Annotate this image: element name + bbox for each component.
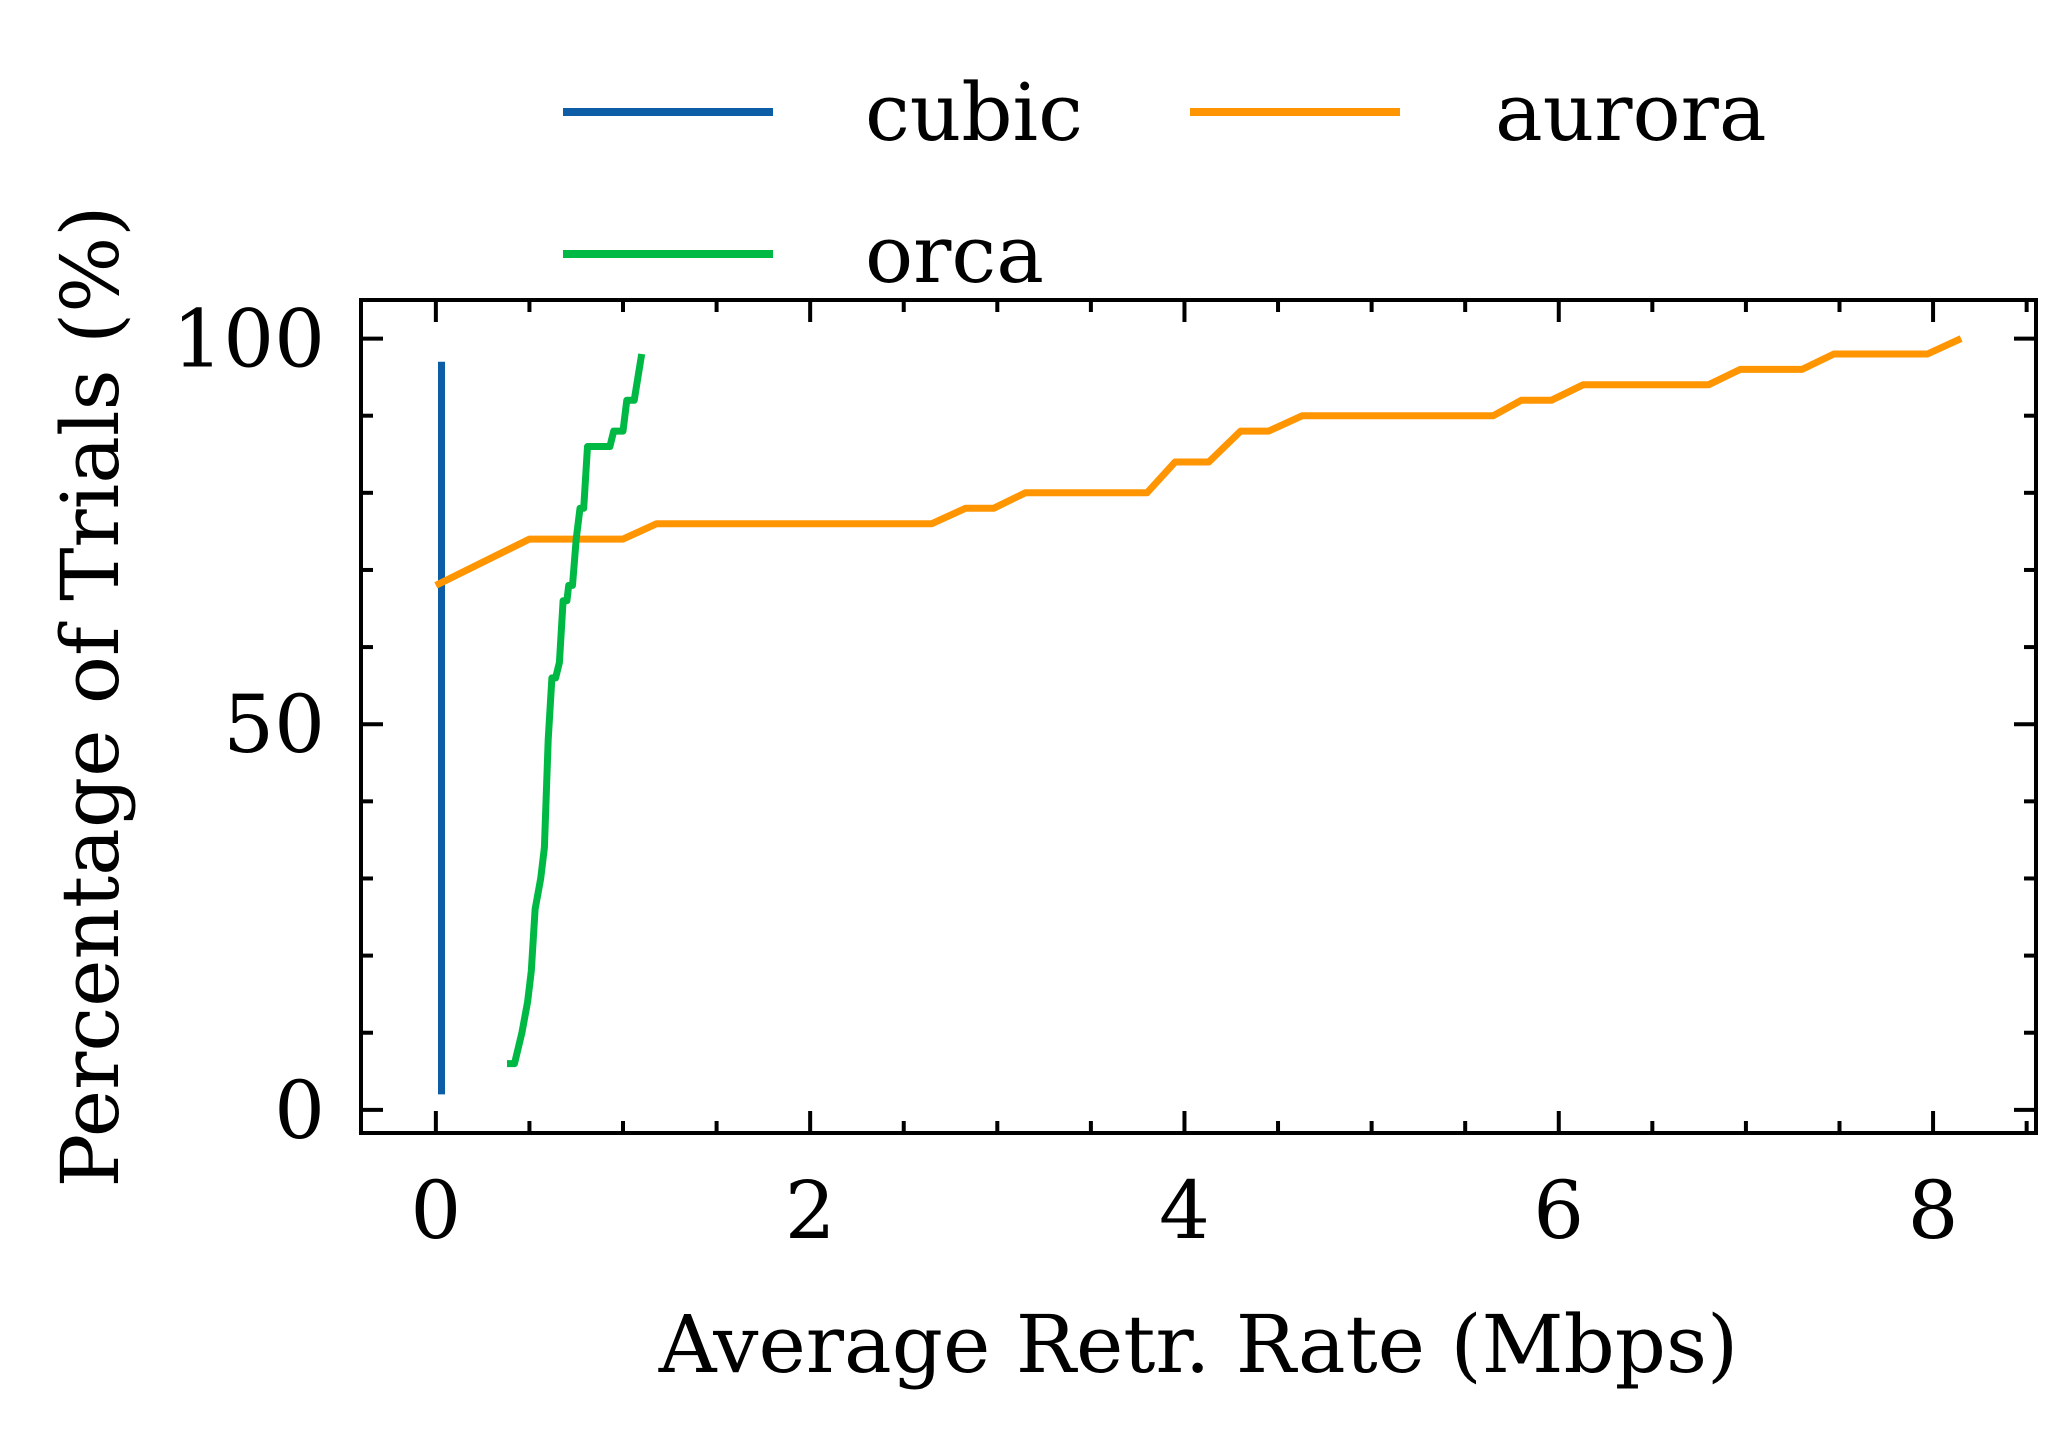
x-tick-label: 6	[1533, 1164, 1584, 1257]
x-tick-label: 0	[410, 1164, 461, 1257]
y-axis-label: Percentage of Trials (%)	[44, 206, 137, 1188]
legend-label-cubic: cubic	[865, 66, 1083, 159]
ticks	[361, 300, 2036, 1133]
axes-frame	[359, 298, 2038, 1135]
tick-labels: 0 2 4 6 8 0 50 100	[172, 293, 1958, 1257]
legend-label-orca: orca	[865, 208, 1044, 301]
legend: cubic aurora orca	[563, 66, 1767, 301]
x-tick-label: 4	[1159, 1164, 1210, 1257]
legend-label-aurora: aurora	[1495, 66, 1767, 159]
x-tick-label: 8	[1908, 1164, 1959, 1257]
x-tick-label: 2	[785, 1164, 836, 1257]
x-axis-label: Average Retr. Rate (Mbps)	[658, 1298, 1739, 1391]
series-line-orca	[507, 353, 646, 1068]
y-tick-label: 0	[274, 1064, 325, 1157]
series-line-aurora	[434, 335, 1963, 589]
plot-lines	[434, 335, 1963, 1095]
y-tick-label: 50	[223, 678, 325, 771]
y-tick-label: 100	[172, 293, 325, 386]
